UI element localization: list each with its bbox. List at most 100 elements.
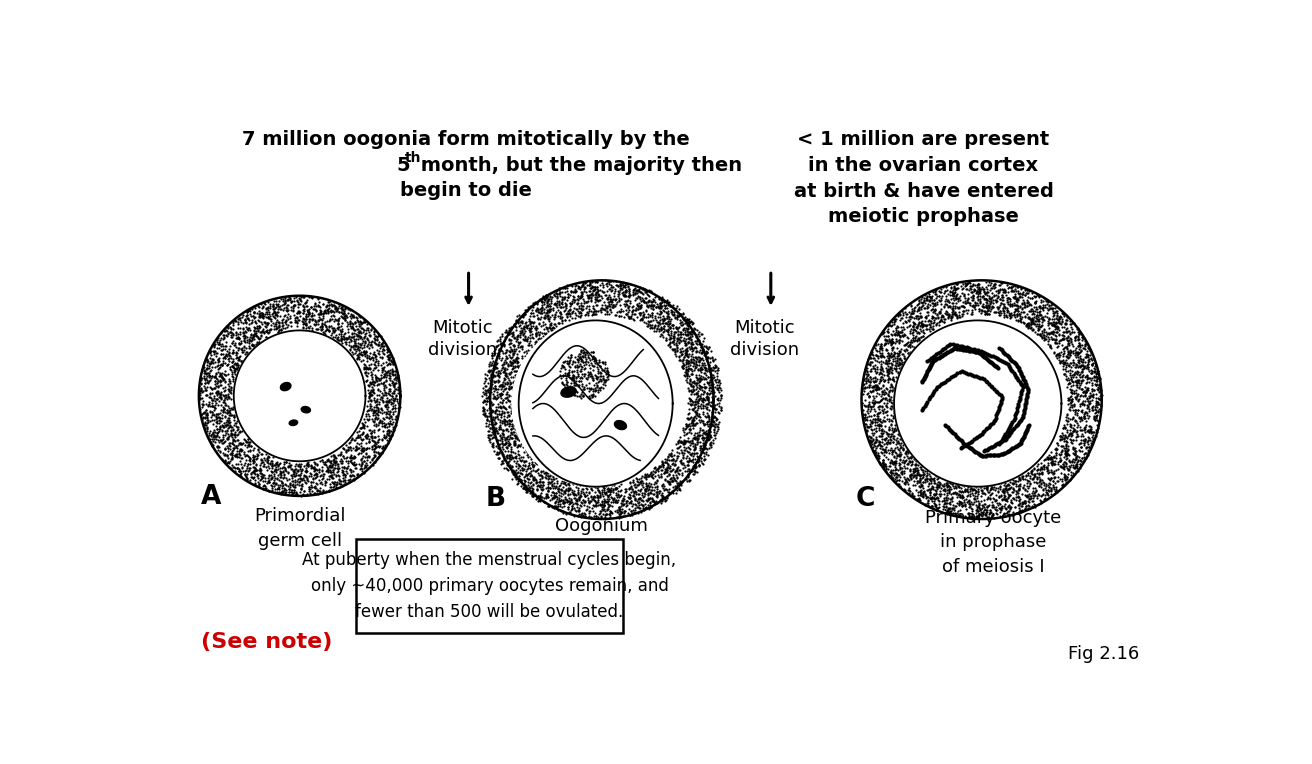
Point: [518, 336, 539, 348]
Point: [991, 397, 1012, 410]
Point: [210, 390, 231, 403]
Point: [1033, 313, 1054, 325]
Point: [367, 338, 388, 351]
Point: [325, 476, 346, 488]
Point: [861, 401, 882, 413]
Point: [697, 433, 718, 445]
Point: [323, 325, 344, 337]
Point: [697, 431, 718, 443]
Point: [959, 368, 980, 380]
Point: [682, 380, 703, 393]
Point: [378, 407, 399, 419]
Point: [1064, 448, 1085, 461]
Point: [996, 306, 1017, 319]
Point: [1054, 367, 1075, 380]
Point: [1054, 422, 1075, 434]
Point: [1073, 342, 1094, 354]
Point: [1088, 392, 1109, 404]
Point: [907, 465, 928, 477]
Point: [949, 498, 970, 510]
Point: [657, 461, 678, 474]
Point: [273, 456, 294, 468]
Point: [1063, 400, 1084, 412]
Point: [1033, 301, 1054, 313]
Point: [1022, 305, 1043, 317]
Point: [265, 322, 286, 335]
Point: [327, 332, 348, 345]
Point: [1077, 342, 1098, 354]
Point: [699, 371, 720, 384]
Point: [588, 490, 609, 502]
Point: [991, 343, 1012, 355]
Point: [356, 448, 377, 460]
Point: [218, 353, 239, 365]
Point: [888, 478, 909, 490]
Point: [224, 435, 245, 447]
Point: [1089, 373, 1110, 385]
Point: [1090, 399, 1111, 411]
Point: [883, 458, 904, 470]
Point: [365, 376, 386, 388]
Point: [1050, 316, 1071, 329]
Point: [363, 435, 384, 448]
Point: [335, 327, 356, 339]
Point: [1063, 434, 1084, 446]
Point: [269, 471, 290, 484]
Point: [379, 432, 400, 445]
Point: [1025, 296, 1046, 309]
Point: [926, 502, 947, 514]
Point: [932, 315, 953, 327]
Point: [872, 350, 893, 362]
Point: [266, 461, 287, 473]
Point: [266, 455, 287, 468]
Point: [917, 474, 938, 486]
Point: [546, 299, 567, 311]
Point: [886, 433, 907, 445]
Point: [653, 299, 674, 312]
Point: [664, 308, 685, 320]
Point: [1048, 458, 1069, 471]
Point: [917, 497, 938, 509]
Point: [306, 488, 327, 500]
Point: [1055, 421, 1076, 433]
Point: [1080, 425, 1101, 437]
Point: [306, 468, 327, 480]
Point: [867, 384, 888, 396]
Point: [905, 451, 926, 463]
Point: [222, 445, 243, 458]
Point: [900, 465, 921, 477]
Point: [954, 485, 975, 497]
Point: [520, 325, 541, 337]
Point: [365, 442, 386, 455]
Point: [652, 492, 673, 504]
Point: [222, 452, 243, 465]
Point: [1019, 490, 1040, 502]
Point: [977, 421, 998, 433]
Point: [950, 491, 971, 503]
Point: [241, 338, 262, 351]
Point: [219, 385, 240, 397]
Point: [875, 437, 896, 449]
Point: [508, 426, 529, 438]
Point: [333, 304, 354, 316]
Point: [979, 293, 1000, 306]
Point: [327, 333, 348, 345]
Point: [706, 373, 727, 385]
Point: [374, 419, 395, 432]
Point: [872, 387, 893, 399]
Point: [1006, 403, 1027, 415]
Point: [277, 321, 298, 333]
Point: [365, 323, 386, 335]
Point: [1059, 334, 1080, 346]
Point: [552, 507, 573, 519]
Point: [959, 485, 980, 497]
Point: [1015, 308, 1036, 320]
Point: [975, 286, 996, 299]
Point: [497, 359, 518, 371]
Point: [472, 382, 493, 394]
Point: [707, 393, 728, 405]
Point: [244, 468, 265, 480]
Point: [365, 371, 386, 383]
Point: [496, 436, 517, 448]
Point: [1068, 326, 1089, 338]
